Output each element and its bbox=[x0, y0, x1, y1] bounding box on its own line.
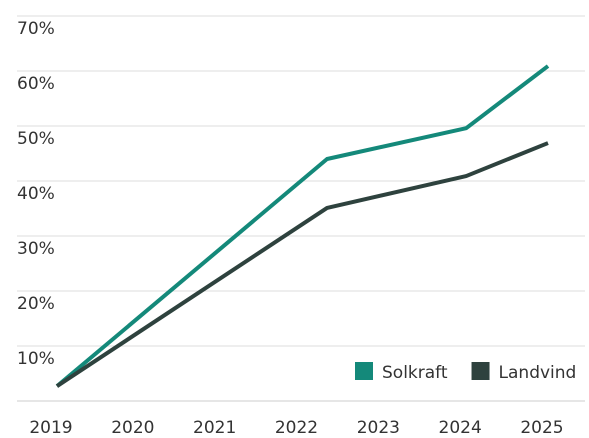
y-tick-label: 10% bbox=[17, 349, 55, 369]
y-tick-label: 50% bbox=[17, 129, 55, 149]
x-tick-label: 2022 bbox=[275, 418, 318, 438]
x-tick-label: 2023 bbox=[357, 418, 400, 438]
y-tick-label: 40% bbox=[17, 184, 55, 204]
y-tick-label: 20% bbox=[17, 294, 55, 314]
x-tick-label: 2019 bbox=[29, 418, 72, 438]
series-line bbox=[55, 141, 549, 388]
x-tick-label: 2020 bbox=[111, 418, 154, 438]
legend-swatch bbox=[471, 362, 490, 380]
y-tick-label: 70% bbox=[17, 19, 55, 39]
x-tick-label: 2024 bbox=[439, 418, 482, 438]
legend-swatch bbox=[355, 362, 373, 380]
x-tick-label: 2021 bbox=[193, 418, 236, 438]
y-tick-label: 30% bbox=[17, 239, 55, 259]
series-line bbox=[55, 64, 550, 388]
legend-label: Landvind bbox=[499, 363, 577, 383]
y-tick-label: 60% bbox=[17, 74, 55, 94]
legend-label: Solkraft bbox=[382, 363, 448, 383]
x-tick-label: 2025 bbox=[520, 418, 563, 438]
